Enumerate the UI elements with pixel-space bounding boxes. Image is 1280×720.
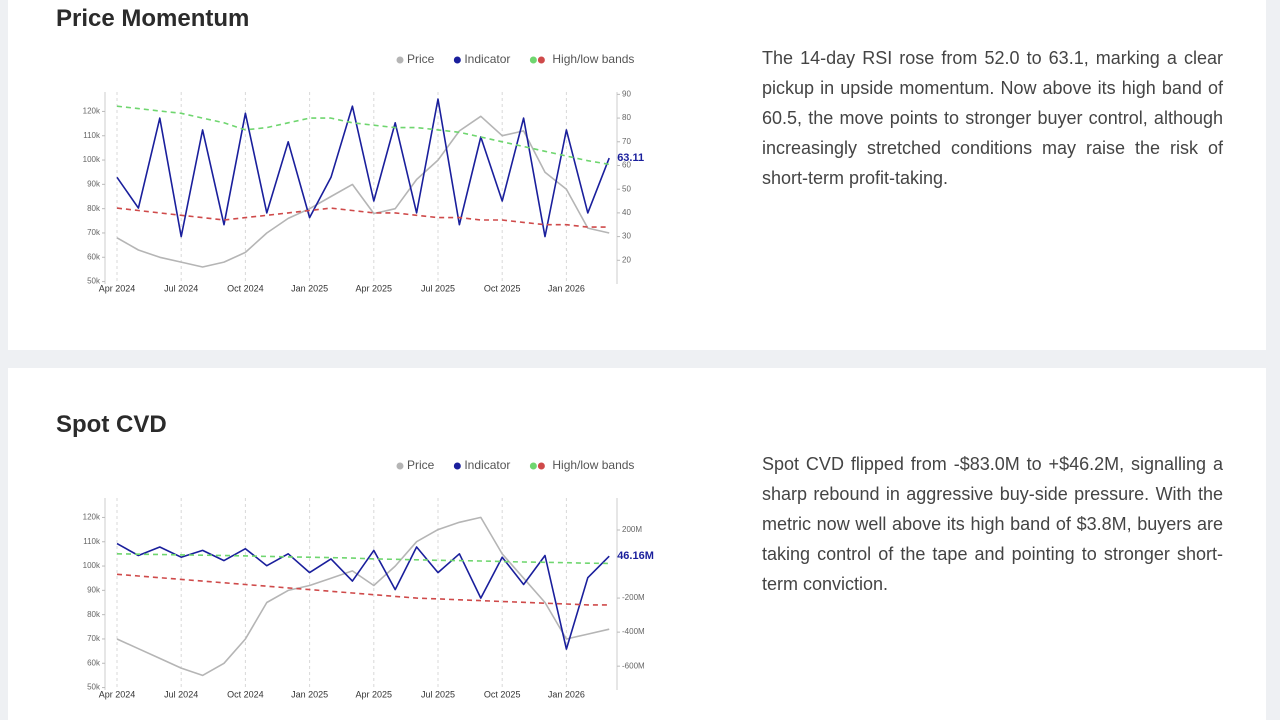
- y-tick-label: 120k: [83, 107, 101, 116]
- band-line: [116, 105, 610, 166]
- x-tick-label: Jan 2026: [548, 283, 585, 293]
- series-line: [116, 516, 610, 677]
- legend-dot: [537, 56, 545, 64]
- y-tick-label: 100k: [83, 561, 101, 570]
- y-tick-label: 60k: [87, 658, 101, 667]
- y2-tick-label: 60: [622, 161, 631, 170]
- legend-label: Price: [407, 52, 435, 66]
- x-tick-label: Oct 2024: [227, 689, 264, 699]
- band-line: [116, 553, 610, 565]
- legend-dot: [529, 462, 537, 470]
- x-tick-label: Oct 2024: [227, 283, 264, 293]
- y2-tick-label: 50: [622, 184, 631, 193]
- section-title: Spot CVD: [56, 411, 167, 438]
- y-tick-label: 70k: [87, 634, 101, 643]
- section-text: Spot CVD flipped from -$83.0M to +$46.2M…: [762, 454, 1223, 594]
- y-tick-label: 50k: [87, 683, 101, 692]
- chart: Apr 2024 Jul 2024 Oct 2024 Jan 2025 Apr 2025…: [83, 52, 644, 293]
- card: Spot CVD Spot CVD flipped from -$83.0M t…: [8, 368, 1266, 720]
- chart: Apr 2024 Jul 2024 Oct 2024 Jan 2025 Apr 2025…: [83, 458, 654, 699]
- series-line: [116, 542, 610, 650]
- y-tick-label: 80k: [87, 610, 101, 619]
- y-tick-label: 50k: [87, 277, 101, 286]
- x-tick-label: Apr 2024: [99, 283, 136, 293]
- legend-label: Indicator: [464, 458, 510, 472]
- x-tick-label: Apr 2025: [356, 283, 393, 293]
- x-tick-label: Apr 2025: [356, 689, 393, 699]
- y2-tick-label: 80: [622, 113, 631, 122]
- y2-tick-label: 200M: [622, 525, 642, 534]
- section-title: Price Momentum: [56, 5, 250, 32]
- section-text: The 14-day RSI rose from 52.0 to 63.1, m…: [762, 48, 1223, 188]
- band-line: [116, 573, 610, 606]
- legend-dot: [396, 56, 404, 64]
- legend-label: Indicator: [464, 52, 510, 66]
- x-tick-label: Apr 2024: [99, 689, 136, 699]
- y-tick-label: 70k: [87, 228, 101, 237]
- legend-label: High/low bands: [552, 52, 634, 66]
- y-tick-label: 100k: [83, 155, 101, 164]
- band-line: [116, 207, 610, 228]
- y2-tick-label: -400M: [622, 627, 645, 636]
- y2-tick-label: 20: [622, 255, 631, 264]
- y2-tick-label: 40: [622, 208, 631, 217]
- y-tick-label: 110k: [83, 537, 101, 546]
- y-tick-label: 110k: [83, 131, 101, 140]
- legend-dot: [453, 56, 461, 64]
- value-label: 46.16M: [617, 550, 654, 562]
- x-tick-label: Jan 2026: [548, 689, 585, 699]
- y2-tick-label: 70: [622, 137, 631, 146]
- y2-tick-label: -600M: [622, 661, 645, 670]
- x-tick-label: Jul 2025: [421, 283, 455, 293]
- legend-dot: [396, 462, 404, 470]
- y-tick-label: 120k: [83, 513, 101, 522]
- x-tick-label: Oct 2025: [484, 283, 521, 293]
- series-line: [116, 98, 610, 238]
- legend-dot: [453, 462, 461, 470]
- x-tick-label: Oct 2025: [484, 689, 521, 699]
- x-tick-label: Jul 2025: [421, 689, 455, 699]
- y2-tick-label: -200M: [622, 593, 645, 602]
- y-tick-label: 60k: [87, 252, 101, 261]
- x-tick-label: Jul 2024: [164, 283, 198, 293]
- legend-dot: [529, 56, 537, 64]
- value-label: 63.11: [617, 152, 644, 164]
- x-tick-label: Jan 2025: [291, 689, 328, 699]
- x-tick-label: Jul 2024: [164, 689, 198, 699]
- y2-tick-label: 30: [622, 232, 631, 241]
- legend-label: High/low bands: [552, 458, 634, 472]
- legend-label: Price: [407, 458, 435, 472]
- card: Price Momentum The 14-day RSI rose from …: [8, 0, 1266, 350]
- y-tick-label: 90k: [87, 585, 101, 594]
- y-tick-label: 90k: [87, 179, 101, 188]
- y2-tick-label: 90: [622, 89, 631, 98]
- y-tick-label: 80k: [87, 204, 101, 213]
- legend-dot: [537, 462, 545, 470]
- x-tick-label: Jan 2025: [291, 283, 328, 293]
